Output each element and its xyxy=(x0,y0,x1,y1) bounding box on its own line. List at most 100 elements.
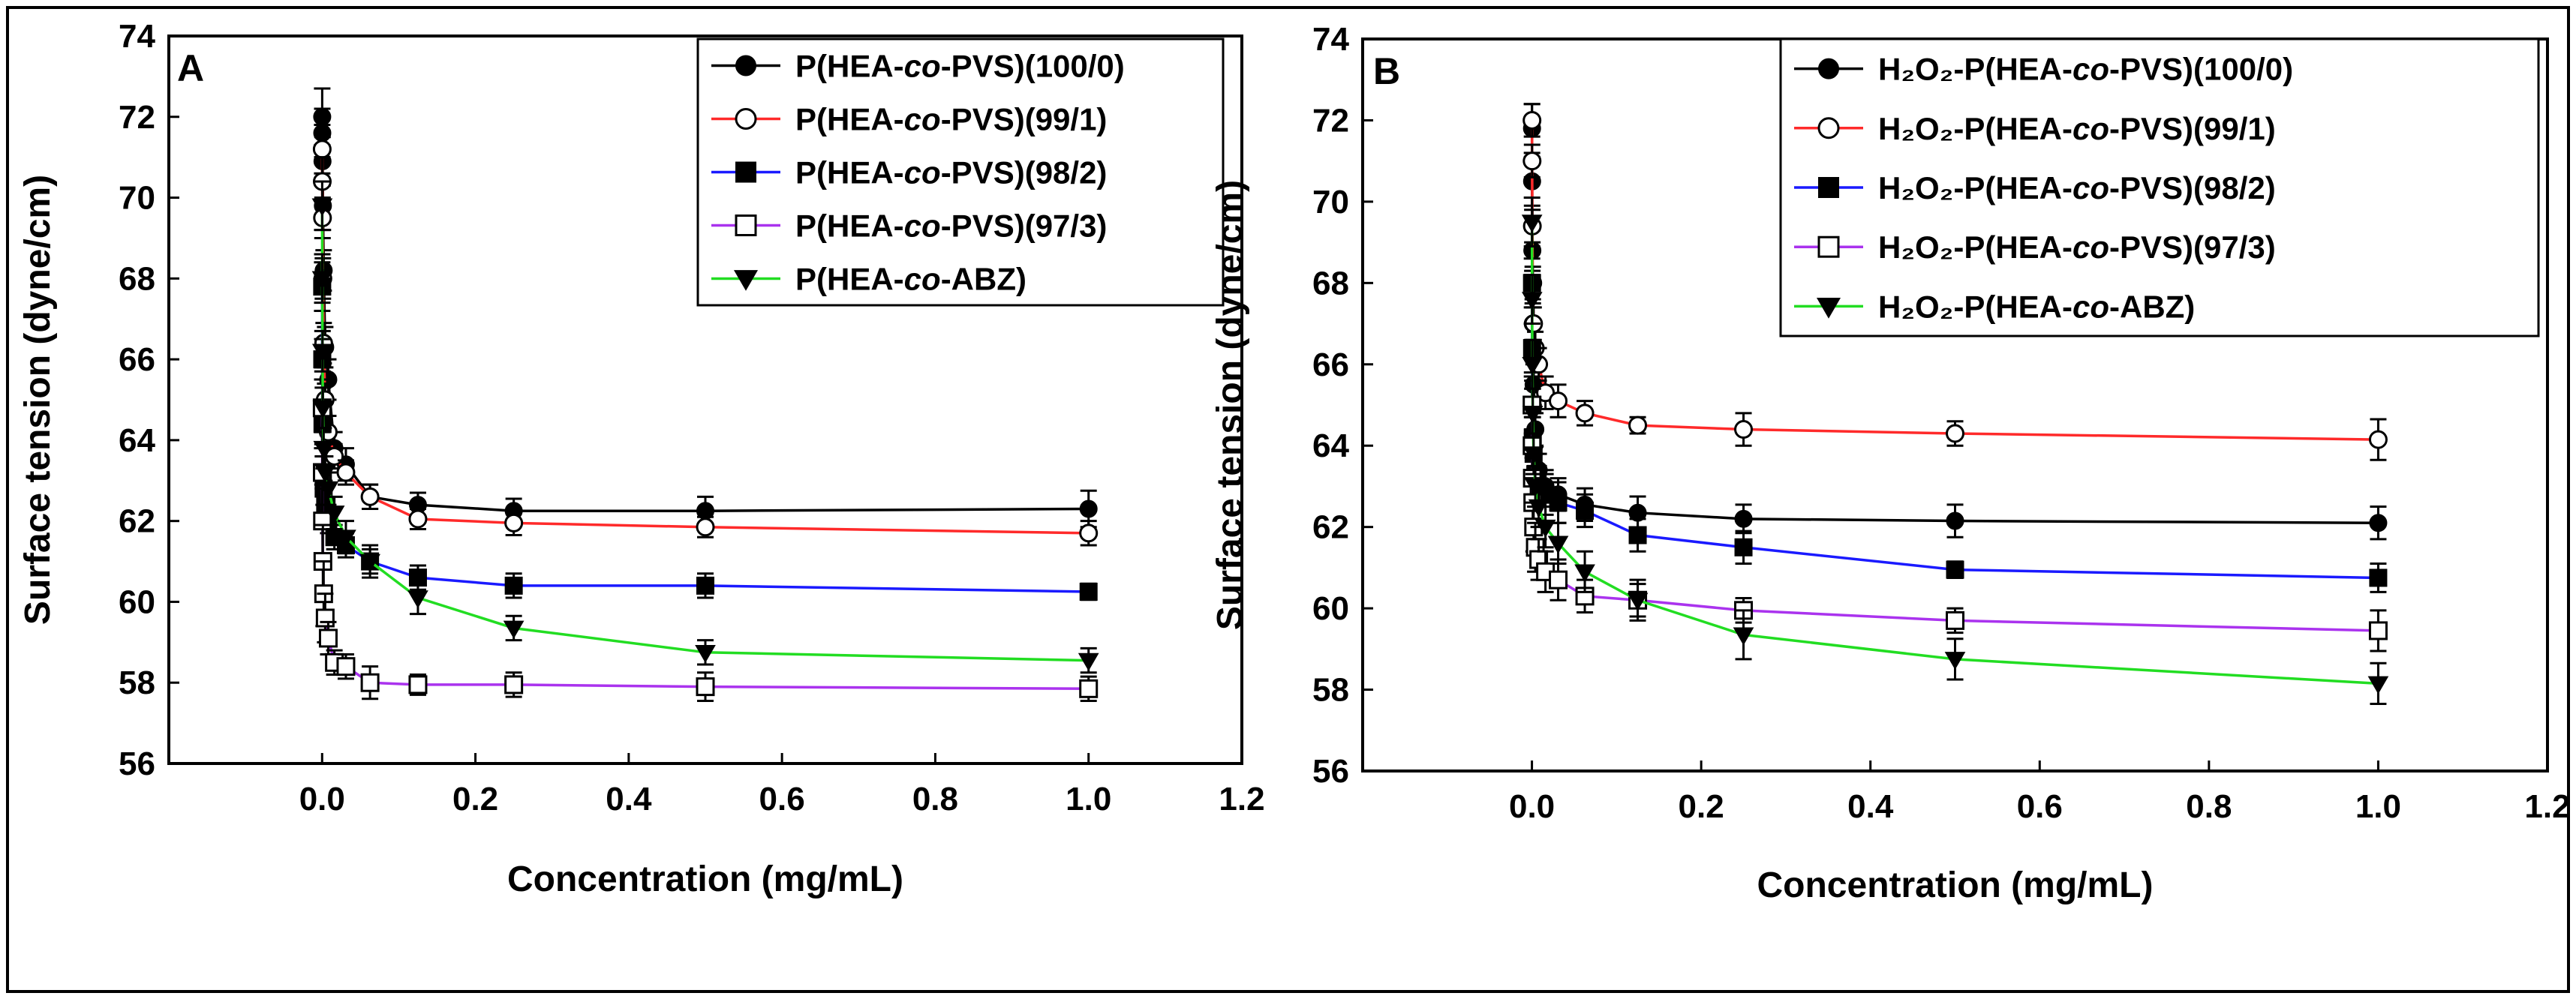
data-point xyxy=(2369,568,2388,587)
data-point xyxy=(1549,392,1568,411)
legend-label-part: P(HEA- xyxy=(1964,52,2073,87)
series-5 xyxy=(311,180,1099,674)
legend-label: H₂O₂-P(HEA-co-PVS)(99/1) xyxy=(1878,111,2276,146)
legend-label-part: -PVS)(100/0) xyxy=(2109,52,2293,87)
data-point xyxy=(408,675,428,694)
y-tick-label: 74 xyxy=(119,18,155,55)
data-point xyxy=(696,677,715,697)
x-tick-label: 1.2 xyxy=(2524,788,2570,825)
legend-entry: P(HEA-co-PVS)(97/3) xyxy=(711,208,1107,244)
data-point xyxy=(696,576,714,595)
legend-label-part: -PVS)(99/1) xyxy=(941,102,1108,137)
data-point xyxy=(1574,564,1595,583)
y-tick-label: 64 xyxy=(119,422,155,459)
data-point xyxy=(2368,621,2388,640)
legend-marker xyxy=(735,161,756,183)
y-tick-label: 64 xyxy=(1312,428,1349,464)
legend-label-part: P(HEA- xyxy=(1964,289,2073,324)
y-tick-label: 62 xyxy=(1312,509,1349,546)
x-tick-label: 1.0 xyxy=(2355,788,2401,825)
legend-label-part: P(HEA- xyxy=(795,155,904,190)
legend-entry: P(HEA-co-PVS)(98/2) xyxy=(711,155,1107,190)
legend-label-part: co xyxy=(904,102,941,137)
legend-label-part: -PVS)(97/3) xyxy=(2109,230,2276,265)
data-point xyxy=(336,463,356,482)
data-point xyxy=(1522,446,1544,465)
y-tick-label: 68 xyxy=(119,260,155,297)
data-point xyxy=(311,198,333,217)
y-tick-label: 60 xyxy=(1312,590,1349,627)
data-point xyxy=(504,513,524,532)
x-tick-label: 0.6 xyxy=(2017,788,2063,825)
y-tick-label: 74 xyxy=(1312,21,1349,58)
x-axis-title: Concentration (mg/mL) xyxy=(507,860,903,899)
legend-label-part: P(HEA- xyxy=(795,102,904,137)
legend-box xyxy=(696,38,1225,307)
data-point xyxy=(1628,416,1648,435)
data-point xyxy=(317,481,339,500)
legend-label-part: -ABZ) xyxy=(2109,289,2195,324)
x-tick-label: 0.2 xyxy=(1679,788,1724,825)
data-point xyxy=(336,657,356,676)
legend-label-part: -PVS)(97/3) xyxy=(941,208,1108,244)
data-point xyxy=(1627,592,1649,611)
data-point xyxy=(1078,652,1099,671)
legend-marker xyxy=(733,270,759,291)
data-point xyxy=(1734,538,1753,556)
legend-marker xyxy=(735,214,757,236)
x-tick-label: 0.0 xyxy=(299,781,345,818)
legend-label-part: co xyxy=(904,155,941,190)
y-tick-label: 70 xyxy=(1312,184,1349,220)
data-point xyxy=(360,673,380,692)
legend-marker xyxy=(735,55,756,76)
legend-label: P(HEA-co-PVS)(100/0) xyxy=(795,49,1125,84)
data-point xyxy=(1547,536,1569,554)
y-tick-label: 66 xyxy=(119,341,155,378)
x-tick-label: 1.0 xyxy=(1066,781,1111,818)
legend-label-part: -ABZ) xyxy=(941,262,1026,297)
legend-label-part: P(HEA- xyxy=(1964,111,2073,146)
y-tick-label: 68 xyxy=(1312,265,1349,302)
legend-label-part: co xyxy=(2073,170,2109,206)
data-point xyxy=(1521,214,1543,233)
legend-entry: P(HEA-co-ABZ) xyxy=(711,262,1026,297)
panel-label: A xyxy=(177,47,204,89)
plot-frame xyxy=(167,34,1243,765)
figure-border xyxy=(6,6,2570,993)
legend-label: H₂O₂-P(HEA-co-PVS)(98/2) xyxy=(1878,170,2276,206)
legend-marker xyxy=(1818,177,1839,198)
data-point xyxy=(2368,430,2388,449)
data-point xyxy=(314,465,336,484)
x-tick-label: 0.6 xyxy=(759,781,805,818)
legend-marker xyxy=(1818,58,1839,80)
legend-label-part: P(HEA- xyxy=(795,208,904,244)
x-axis-title: Concentration (mg/mL) xyxy=(1757,866,2154,905)
x-tick-label: 0.4 xyxy=(1847,788,1894,825)
panel-a: 56 58 60 62 64 66 68 70 72 74 0.0 0.2 0.4 0.6 0.8 1.0 1.… xyxy=(18,18,1265,899)
panel-label: B xyxy=(1373,50,1400,92)
data-point xyxy=(1946,560,1964,579)
data-point xyxy=(695,645,716,663)
legend-label-part: co xyxy=(904,262,941,297)
legend-entry: H₂O₂-P(HEA-co-PVS)(98/2) xyxy=(1794,170,2276,206)
series-5 xyxy=(1521,196,2389,706)
legend-label-part: P(HEA- xyxy=(1964,170,2073,206)
legend: P(HEA-co-PVS)(100/0)P(HEA-co-PVS)(99/1)P… xyxy=(696,38,1225,307)
data-point xyxy=(1521,292,1543,310)
legend-entry: P(HEA-co-PVS)(100/0) xyxy=(711,49,1125,84)
x-tick-label: 0.8 xyxy=(2186,788,2232,825)
legend-entry: H₂O₂-P(HEA-co-PVS)(100/0) xyxy=(1794,52,2293,87)
legend-entry: H₂O₂-P(HEA-co-PVS)(99/1) xyxy=(1794,111,2276,146)
legend-box xyxy=(1779,38,2540,338)
data-point xyxy=(360,487,380,506)
y-tick-label: 72 xyxy=(119,99,155,136)
legend-label-part: co xyxy=(2073,289,2109,324)
data-point xyxy=(313,440,335,459)
data-point xyxy=(1946,610,1964,630)
data-point xyxy=(1528,499,1550,518)
data-point xyxy=(335,530,356,548)
y-tick-label: 66 xyxy=(1312,346,1349,383)
legend-label-part: -PVS)(100/0) xyxy=(941,49,1125,84)
legend-label-part: co xyxy=(904,49,941,84)
legend-label-part: H₂O₂- xyxy=(1878,289,1964,324)
